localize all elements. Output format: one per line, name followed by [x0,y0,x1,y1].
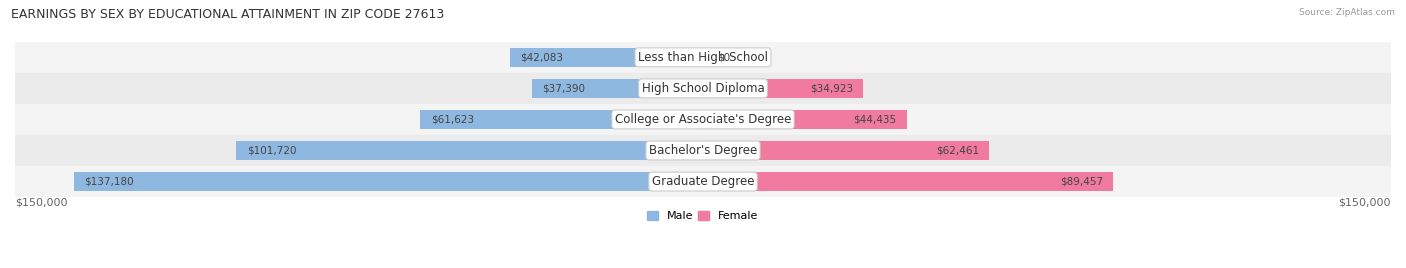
Text: High School Diploma: High School Diploma [641,82,765,95]
Text: $44,435: $44,435 [853,114,897,124]
Bar [15,166,1391,197]
Text: $150,000: $150,000 [1339,197,1391,207]
Bar [510,48,703,67]
Bar [15,42,1391,73]
Text: Bachelor's Degree: Bachelor's Degree [650,144,756,157]
Text: $62,461: $62,461 [936,146,979,155]
Bar [15,73,1391,104]
Bar [531,79,703,98]
Bar [15,104,1391,135]
Text: College or Associate's Degree: College or Associate's Degree [614,113,792,126]
Bar [703,110,907,129]
Text: Graduate Degree: Graduate Degree [652,175,754,188]
Bar [703,141,990,160]
Bar [703,79,863,98]
Text: $61,623: $61,623 [430,114,474,124]
Bar [15,135,1391,166]
Text: $89,457: $89,457 [1060,177,1102,187]
Text: Source: ZipAtlas.com: Source: ZipAtlas.com [1299,8,1395,17]
Bar [236,141,703,160]
Text: $34,923: $34,923 [810,83,853,93]
Text: $101,720: $101,720 [247,146,297,155]
Text: $42,083: $42,083 [520,52,564,62]
Text: $0: $0 [717,52,730,62]
Text: Less than High School: Less than High School [638,51,768,64]
Text: $37,390: $37,390 [541,83,585,93]
Bar [703,172,1114,191]
Bar [420,110,703,129]
Text: $150,000: $150,000 [15,197,67,207]
Text: EARNINGS BY SEX BY EDUCATIONAL ATTAINMENT IN ZIP CODE 27613: EARNINGS BY SEX BY EDUCATIONAL ATTAINMEN… [11,8,444,21]
Bar [73,172,703,191]
Text: $137,180: $137,180 [84,177,134,187]
Legend: Male, Female: Male, Female [643,207,763,226]
